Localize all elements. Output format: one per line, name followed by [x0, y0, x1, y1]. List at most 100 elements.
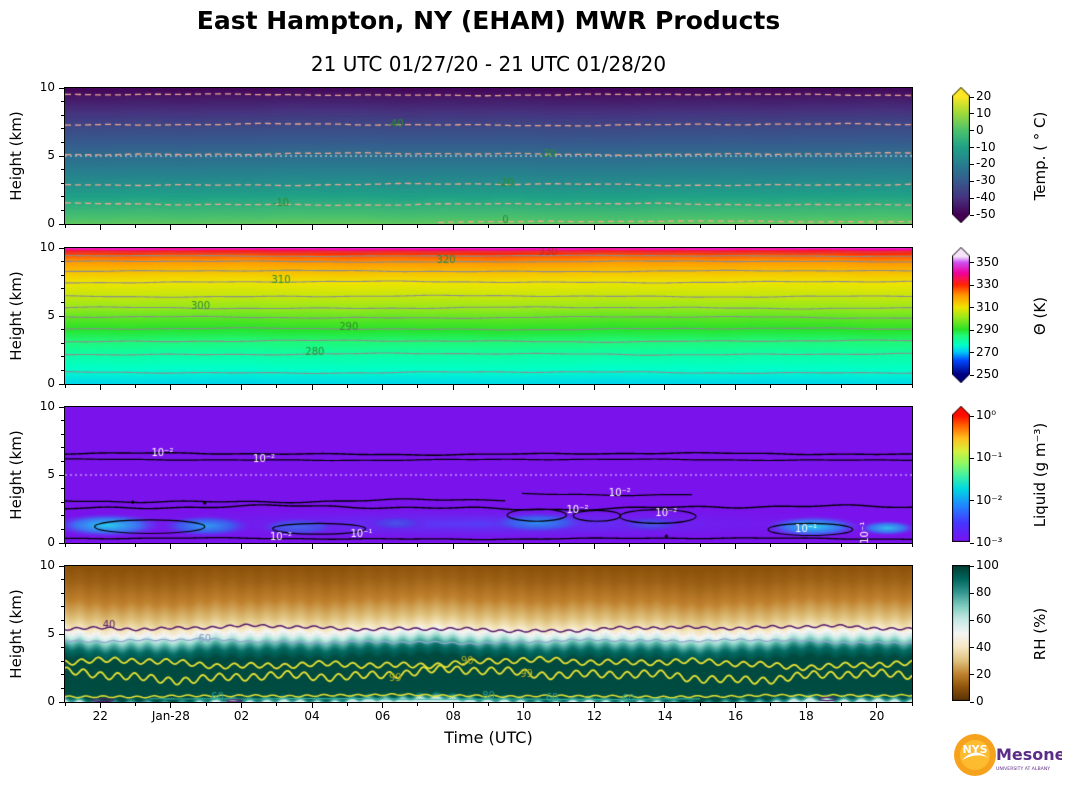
theta-cb-tick-label: 270 [976, 344, 999, 359]
liquid-cb-tick [970, 500, 974, 502]
rh-x-tick [135, 703, 137, 706]
temperature-cb-tick [970, 147, 974, 149]
liquid-x-tick [452, 544, 454, 549]
liquid-x-tick [664, 544, 666, 549]
liquid-x-tick [699, 544, 701, 547]
theta-x-tick [311, 385, 313, 390]
x-tick-label: 22 [92, 709, 108, 723]
rh-y-tick [59, 565, 64, 567]
rh-panel [64, 565, 913, 703]
rh-cb-tick-label: 0 [976, 694, 984, 708]
theta-x-tick [911, 385, 913, 388]
liquid-y-tick [61, 501, 64, 503]
theta-cb-tick [970, 307, 974, 309]
liquid-x-tick [170, 544, 172, 549]
x-tick-label: 12 [586, 709, 603, 723]
rh-colorbar-label: RH (%) [1031, 607, 1049, 661]
rh-x-tick [840, 703, 842, 706]
temperature-x-tick [629, 225, 631, 228]
liquid-cb-tick-label: 10⁻³ [976, 535, 1003, 549]
rh-x-tick [593, 703, 595, 708]
temperature-cb-tick-label: -20 [976, 156, 996, 171]
temperature-y-axis-label: Height (km) [7, 111, 25, 201]
theta-x-tick [558, 385, 560, 388]
temperature-cb-tick [970, 130, 974, 132]
x-tick-label: 18 [798, 709, 814, 723]
theta-x-tick [205, 385, 207, 388]
liquid-x-tick [135, 544, 137, 547]
rh-x-tick [311, 703, 313, 708]
rh-x-tick [99, 703, 101, 708]
x-tick-label: 06 [374, 709, 391, 723]
theta-x-tick [417, 385, 419, 388]
rh-x-tick [876, 703, 878, 708]
rh-colorbar [952, 565, 970, 701]
temperature-cb-tick-label: -10 [976, 139, 996, 154]
liquid-cb-tick-label: 10⁰ [976, 408, 997, 422]
rh-x-tick [488, 703, 489, 706]
rh-y-tick [59, 633, 64, 635]
temperature-panel [64, 87, 913, 225]
liquid-y-tick [61, 488, 64, 490]
theta-x-tick [240, 385, 242, 390]
temperature-x-tick [735, 225, 737, 230]
rh-y-tick-label: 0 [47, 694, 55, 708]
logo-swoosh-icon [962, 752, 988, 760]
liquid-colorbar-canvas [952, 406, 970, 542]
theta-cb-tick-label: 250 [976, 367, 999, 381]
liquid-x-tick [240, 544, 242, 549]
temperature-colorbar-canvas [952, 87, 970, 223]
rh-y-tick [61, 606, 64, 608]
theta-cb-tick [970, 374, 974, 376]
temperature-x-tick [276, 225, 278, 228]
liquid-x-tick [205, 544, 207, 547]
temperature-cb-tick-label: 20 [976, 89, 992, 103]
liquid-x-tick [876, 544, 878, 549]
rh-cb-tick-label: 60 [976, 612, 992, 627]
temperature-colorbar [952, 87, 970, 223]
rh-x-tick [452, 703, 454, 708]
liquid-y-tick [59, 542, 64, 544]
theta-colorbar-label: Θ (K) [1031, 296, 1049, 336]
liquid-y-axis-label: Height (km) [7, 430, 25, 520]
temperature-x-tick [64, 225, 66, 228]
logo-sub-text: UNIVERSITY AT ALBANY [996, 766, 1050, 772]
liquid-y-tick [59, 474, 64, 476]
temperature-x-tick [805, 225, 807, 230]
rh-x-tick [205, 703, 207, 706]
liquid-panel [64, 406, 913, 544]
rh-colorbar-canvas [952, 565, 970, 701]
theta-x-tick [876, 385, 878, 390]
liquid-y-tick [61, 515, 64, 517]
temperature-y-tick [61, 169, 64, 171]
temperature-x-tick [664, 225, 666, 230]
liquid-x-tick [558, 544, 560, 547]
rh-x-tick [664, 703, 666, 708]
liquid-x-tick [523, 544, 525, 549]
rh-cb-tick-label: 20 [976, 666, 992, 681]
liquid-y-tick [61, 433, 64, 435]
theta-x-tick [699, 385, 701, 388]
theta-x-tick [346, 385, 348, 388]
theta-x-tick [770, 385, 772, 388]
temperature-x-tick [593, 225, 595, 230]
liquid-y-tick-label: 10 [39, 399, 55, 413]
theta-y-tick [61, 356, 64, 358]
liquid-x-tick [64, 544, 66, 547]
theta-y-tick [61, 329, 64, 331]
temperature-x-tick [840, 225, 842, 228]
rh-y-tick [61, 687, 64, 689]
rh-x-tick [805, 703, 807, 708]
theta-y-tick [61, 301, 64, 303]
rh-y-tick [61, 619, 64, 621]
temperature-canvas [65, 88, 912, 224]
temperature-y-tick [61, 196, 64, 198]
logo-name-text: Mesonet [996, 745, 1062, 764]
theta-x-tick [488, 385, 489, 388]
rh-cb-tick [970, 647, 974, 649]
liquid-cb-tick-label: 10⁻¹ [976, 450, 1003, 465]
x-tick-label: 08 [445, 709, 461, 723]
rh-x-tick [558, 703, 560, 706]
theta-y-tick [61, 261, 64, 263]
